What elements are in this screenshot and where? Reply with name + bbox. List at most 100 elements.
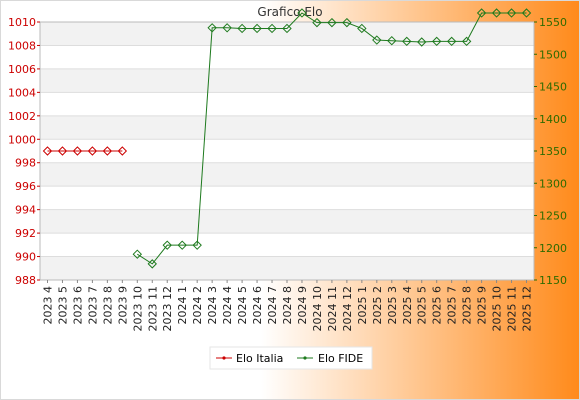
data-point-elo-fide <box>387 35 397 46</box>
x-tick-label: 2024 8 <box>281 286 294 325</box>
grid-band <box>40 68 534 93</box>
x-tick-label: 2024 10 <box>311 286 324 332</box>
x-tick-label: 2025 8 <box>461 286 474 325</box>
x-tick-label: 2024 12 <box>341 286 354 332</box>
x-tick-label: 2023 8 <box>101 286 114 325</box>
legend-marker-elo-italia <box>222 356 226 360</box>
plot-area <box>39 21 535 281</box>
x-tick-label: 2023 7 <box>86 286 99 325</box>
data-point-elo-fide <box>327 17 337 28</box>
series-elo-italia <box>42 146 128 156</box>
data-point-elo-italia <box>102 146 113 156</box>
data-point-elo-fide <box>506 8 517 18</box>
left-tick-label: 996 <box>15 180 36 193</box>
left-tick-label: 1010 <box>8 16 36 29</box>
x-tick-label: 2024 1 <box>176 286 189 325</box>
grid-band <box>40 256 534 280</box>
legend-label-elo-fide: Elo FIDE <box>318 352 363 365</box>
right-tick-label: 1250 <box>539 210 567 223</box>
data-point-elo-fide <box>252 23 262 34</box>
grid-band <box>40 162 534 187</box>
left-tick-label: 994 <box>15 204 36 217</box>
x-tick-label: 2024 7 <box>266 286 279 325</box>
data-point-elo-fide <box>342 17 352 28</box>
left-tick-label: 988 <box>15 274 36 287</box>
right-tick-label: 1300 <box>539 177 567 190</box>
series-line-elo-fide <box>137 12 527 265</box>
x-tick-label: 2025 10 <box>491 286 504 332</box>
data-point-elo-fide <box>491 8 502 18</box>
left-tick-label: 1008 <box>8 39 36 52</box>
x-tick-label: 2025 11 <box>506 286 519 332</box>
data-point-elo-fide <box>521 8 532 18</box>
data-point-elo-fide <box>476 8 487 18</box>
left-tick-label: 1006 <box>8 63 36 76</box>
x-tick-label: 2024 3 <box>206 286 219 325</box>
data-point-elo-italia <box>87 146 98 156</box>
legend-item-elo-italia: Elo Italia <box>216 352 283 365</box>
right-tick-label: 1500 <box>539 48 567 61</box>
x-tick-label: 2025 4 <box>401 286 414 325</box>
data-point-elo-fide <box>267 23 277 34</box>
data-point-elo-fide <box>431 36 442 47</box>
grid-band <box>40 22 534 46</box>
x-tick-label: 2025 2 <box>371 286 384 325</box>
x-tick-label: 2025 7 <box>446 286 459 325</box>
right-tick-label: 1550 <box>539 16 567 29</box>
data-point-elo-italia <box>117 146 128 156</box>
x-tick-label: 2023 10 <box>131 286 144 332</box>
data-point-elo-fide <box>446 36 457 47</box>
data-point-elo-fide <box>222 23 232 33</box>
grid-band <box>40 115 534 140</box>
data-point-elo-italia <box>42 146 53 156</box>
left-tick-label: 1002 <box>8 110 36 123</box>
x-tick-label: 2025 3 <box>386 286 399 325</box>
data-point-elo-italia <box>72 146 83 156</box>
right-axis: 1150 1200 1250 1300 1350 1400 1450 1500 1550 <box>534 16 567 287</box>
right-tick-label: 1450 <box>539 81 567 94</box>
left-tick-label: 992 <box>15 227 36 240</box>
series-elo-fide <box>132 8 532 269</box>
x-tick-label: 2023 12 <box>161 286 174 332</box>
x-tick-label: 2024 2 <box>191 286 204 325</box>
x-tick-label: 2023 4 <box>41 286 54 325</box>
data-point-elo-fide <box>312 17 322 28</box>
chart-title: Grafico Elo <box>257 5 322 19</box>
data-point-elo-fide <box>147 259 157 269</box>
x-tick-label: 2024 9 <box>296 286 309 325</box>
x-tick-label: 2023 6 <box>71 286 84 325</box>
data-point-elo-fide <box>207 23 217 33</box>
legend: Elo Italia Elo FIDE <box>209 346 373 370</box>
data-point-elo-fide <box>357 23 367 34</box>
x-tick-label: 2024 4 <box>221 286 234 325</box>
x-tick-label: 2025 12 <box>521 286 534 332</box>
right-tick-label: 1200 <box>539 242 567 255</box>
legend-item-elo-fide: Elo FIDE <box>297 352 363 365</box>
data-point-elo-fide <box>297 8 307 18</box>
left-tick-label: 998 <box>15 157 36 170</box>
left-axis: 988 990 992 994 996 998 1000 1002 1004 1006 1008 10… <box>8 16 40 287</box>
x-axis: 2023 4 2023 5 2023 6 2023 7 2023 8 2023 9 2023… <box>41 280 534 332</box>
legend-label-elo-italia: Elo Italia <box>236 352 283 365</box>
right-tick-label: 1400 <box>539 113 567 126</box>
data-point-elo-fide <box>461 36 472 47</box>
x-tick-label: 2023 5 <box>56 286 69 325</box>
left-tick-label: 1000 <box>8 133 36 146</box>
x-tick-label: 2024 5 <box>236 286 249 325</box>
right-tick-label: 1350 <box>539 145 567 158</box>
data-point-elo-fide <box>162 240 172 250</box>
data-point-elo-fide <box>402 36 412 47</box>
left-tick-label: 1004 <box>8 86 36 99</box>
legend-marker-elo-fide <box>303 356 307 360</box>
data-point-elo-fide <box>237 23 247 34</box>
x-tick-label: 2025 6 <box>431 286 444 325</box>
data-point-elo-fide <box>132 249 143 259</box>
legend-box <box>209 346 373 370</box>
left-tick-label: 990 <box>15 251 36 264</box>
right-tick-label: 1150 <box>539 274 567 287</box>
x-tick-label: 2024 6 <box>251 286 264 325</box>
data-point-elo-fide <box>192 240 202 250</box>
x-tick-label: 2025 9 <box>476 286 489 325</box>
data-point-elo-fide <box>282 23 292 34</box>
